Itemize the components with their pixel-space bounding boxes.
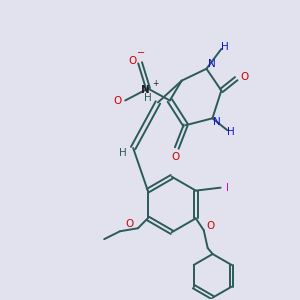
Text: N: N: [208, 59, 215, 69]
Text: O: O: [113, 97, 122, 106]
Text: +: +: [152, 79, 158, 88]
Text: N: N: [214, 117, 221, 127]
Text: H: H: [119, 148, 127, 158]
Text: H: H: [144, 94, 152, 103]
Text: −: −: [137, 48, 145, 58]
Text: O: O: [128, 56, 136, 66]
Text: O: O: [172, 152, 180, 162]
Text: O: O: [240, 72, 248, 82]
Text: H: H: [221, 42, 229, 52]
Text: I: I: [226, 183, 229, 193]
Text: N: N: [141, 85, 149, 94]
Text: O: O: [126, 219, 134, 229]
Text: H: H: [227, 127, 235, 137]
Text: O: O: [207, 221, 215, 231]
